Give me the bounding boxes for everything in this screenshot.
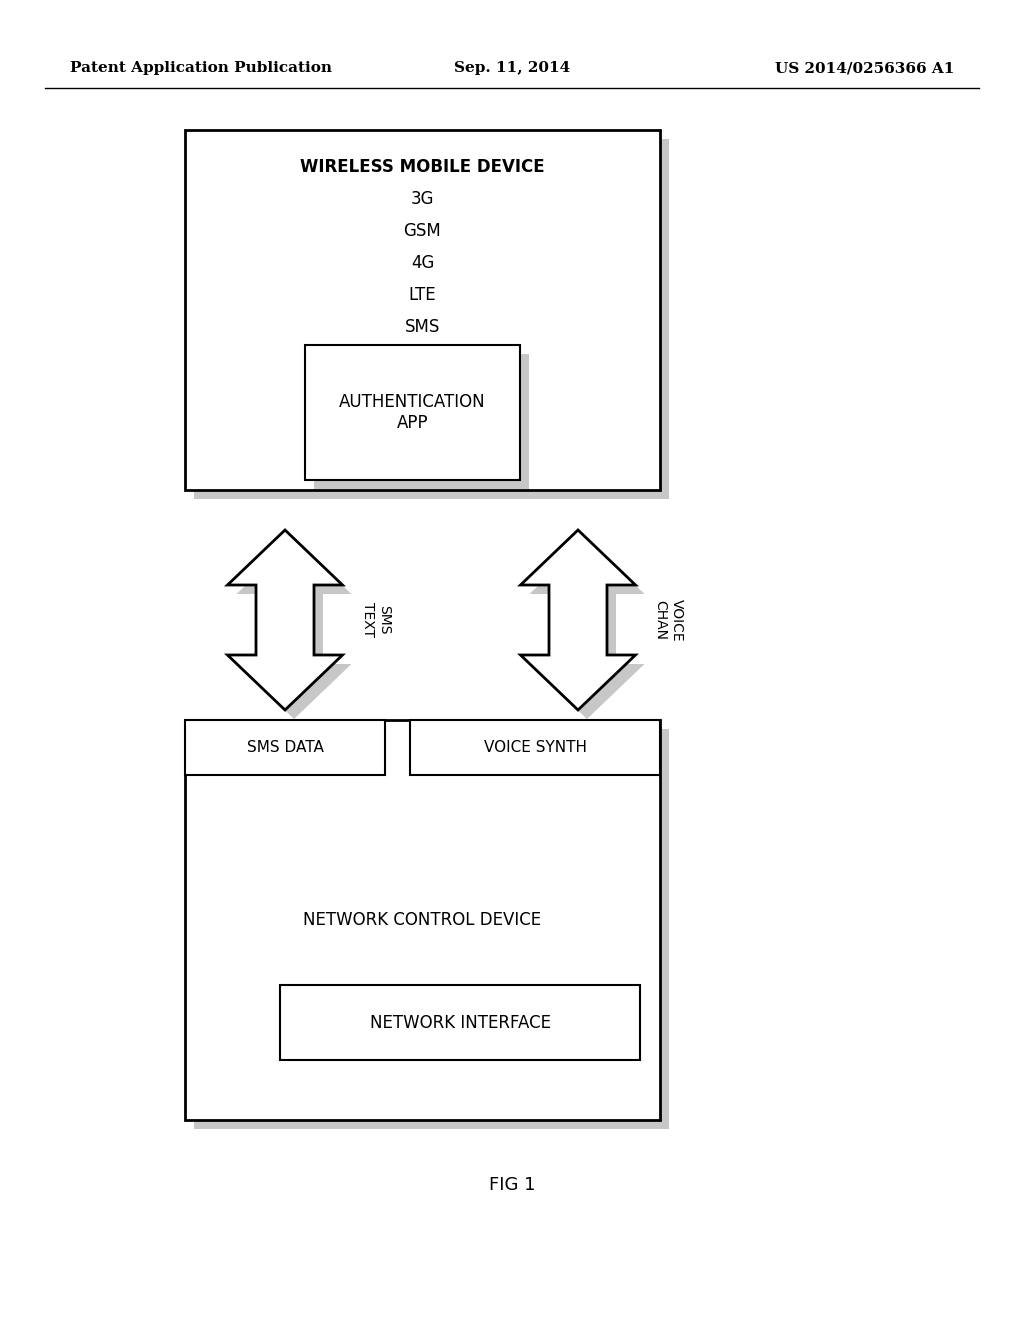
Text: LTE: LTE bbox=[409, 286, 436, 304]
Bar bbox=[185, 719, 660, 1119]
Text: VOICE SYNTH: VOICE SYNTH bbox=[483, 741, 587, 755]
Polygon shape bbox=[529, 539, 644, 719]
Polygon shape bbox=[520, 531, 636, 710]
Text: Sep. 11, 2014: Sep. 11, 2014 bbox=[454, 61, 570, 75]
Text: AUTHENTICATION
APP: AUTHENTICATION APP bbox=[339, 393, 485, 432]
Text: FIG 1: FIG 1 bbox=[488, 1176, 536, 1195]
Text: Patent Application Publication: Patent Application Publication bbox=[70, 61, 332, 75]
Text: US 2014/0256366 A1: US 2014/0256366 A1 bbox=[774, 61, 954, 75]
Text: SMS: SMS bbox=[404, 318, 440, 337]
Polygon shape bbox=[237, 539, 351, 719]
Text: NETWORK INTERFACE: NETWORK INTERFACE bbox=[370, 1014, 551, 1031]
Text: 4G: 4G bbox=[411, 253, 434, 272]
Text: 3G: 3G bbox=[411, 190, 434, 209]
Text: WIRELESS MOBILE DEVICE: WIRELESS MOBILE DEVICE bbox=[300, 158, 545, 176]
Bar bbox=[305, 345, 520, 480]
Bar bbox=[194, 729, 669, 1129]
Bar bbox=[410, 719, 660, 775]
Text: GSM: GSM bbox=[403, 222, 441, 240]
Bar bbox=[185, 129, 660, 490]
Polygon shape bbox=[227, 531, 342, 710]
Bar bbox=[314, 354, 529, 488]
Text: SMS
TEXT: SMS TEXT bbox=[360, 602, 391, 638]
Bar bbox=[185, 719, 385, 775]
Text: VOICE
CHAN: VOICE CHAN bbox=[653, 599, 684, 642]
Text: NETWORK CONTROL DEVICE: NETWORK CONTROL DEVICE bbox=[303, 911, 542, 929]
Bar bbox=[194, 139, 669, 499]
Text: SMS DATA: SMS DATA bbox=[247, 741, 324, 755]
Bar bbox=[280, 985, 640, 1060]
